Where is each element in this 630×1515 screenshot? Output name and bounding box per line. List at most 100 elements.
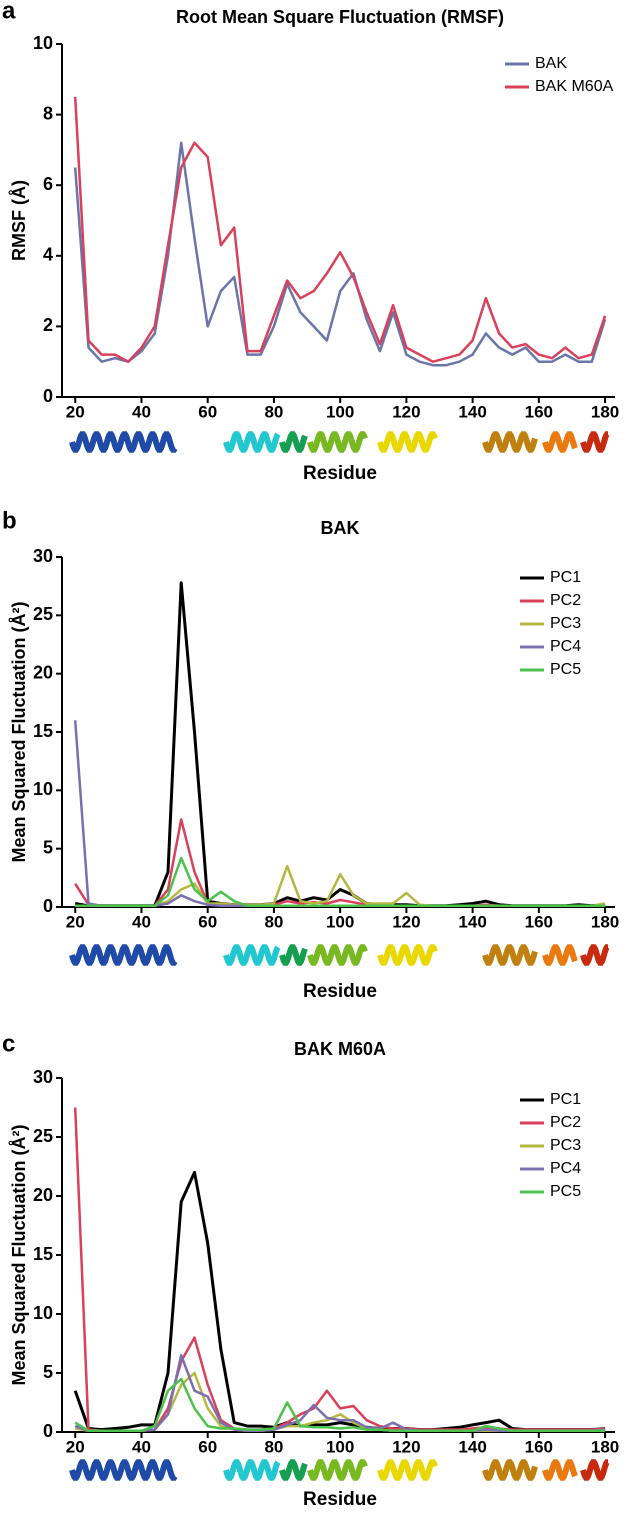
series-line xyxy=(75,856,606,908)
helix-icon xyxy=(580,431,610,453)
y-tick-label: 2 xyxy=(43,315,53,335)
helix-icon xyxy=(279,431,308,453)
helix-icon xyxy=(542,431,578,453)
x-tick-label: 80 xyxy=(264,912,283,931)
series-line xyxy=(73,141,607,367)
y-tick-label: 30 xyxy=(33,546,53,566)
y-axis-label: Mean Squared Fluctuation (Å²) xyxy=(9,601,29,862)
y-axis-label: Mean Squared Fluctuation (Å²) xyxy=(9,1124,29,1385)
y-tick-label: 10 xyxy=(33,779,53,799)
x-tick-label: 20 xyxy=(66,402,85,421)
x-tick-label: 160 xyxy=(525,912,553,931)
x-tick-label: 100 xyxy=(326,402,354,421)
chart-title: BAK xyxy=(321,518,360,538)
x-axis-label: Residue xyxy=(303,1489,377,1510)
series-line xyxy=(73,1170,606,1432)
x-tick-label: 60 xyxy=(198,1437,217,1456)
helix-icon xyxy=(580,1459,610,1481)
x-tick-label: 60 xyxy=(198,402,217,421)
helix-icon xyxy=(69,1459,178,1481)
series-line xyxy=(74,581,606,908)
panel-label: b xyxy=(2,507,17,534)
x-tick-label: 80 xyxy=(264,402,283,421)
helix-icon xyxy=(542,944,578,966)
series-line xyxy=(74,818,606,908)
y-tick-label: 30 xyxy=(33,1067,53,1087)
helix-icon xyxy=(223,1459,281,1481)
y-tick-label: 15 xyxy=(33,721,53,741)
series-line xyxy=(73,96,607,363)
x-tick-label: 140 xyxy=(458,402,486,421)
y-tick-label: 25 xyxy=(33,604,53,624)
legend-label: PC5 xyxy=(550,1183,581,1200)
legend-label: PC1 xyxy=(550,569,581,586)
helix-icon xyxy=(307,1459,368,1481)
x-tick-label: 20 xyxy=(66,1437,85,1456)
y-tick-label: 6 xyxy=(43,174,53,194)
x-axis-label: Residue xyxy=(303,981,377,1002)
x-tick-label: 100 xyxy=(326,1437,354,1456)
x-tick-label: 80 xyxy=(264,1437,283,1456)
legend-label: PC5 xyxy=(550,661,581,678)
y-tick-label: 15 xyxy=(33,1244,53,1264)
x-tick-label: 140 xyxy=(458,1437,486,1456)
chart-title: Root Mean Square Fluctuation (RMSF) xyxy=(176,7,504,27)
y-tick-label: 0 xyxy=(43,1421,53,1441)
legend-label: BAK xyxy=(535,55,567,72)
x-tick-label: 160 xyxy=(525,402,553,421)
helix-icon xyxy=(482,1459,538,1481)
helix-icon xyxy=(377,944,438,966)
axes xyxy=(61,1078,615,1433)
panel-label: a xyxy=(2,0,16,24)
x-tick-label: 120 xyxy=(392,1437,420,1456)
y-tick-label: 5 xyxy=(43,837,53,857)
series-line xyxy=(74,1377,606,1433)
axes xyxy=(61,44,615,398)
y-axis-label: RMSF (Å) xyxy=(9,180,29,261)
series-line xyxy=(73,720,606,908)
x-tick-label: 180 xyxy=(591,402,619,421)
y-tick-label: 20 xyxy=(33,662,53,682)
helix-icon xyxy=(307,944,368,966)
y-tick-label: 0 xyxy=(43,386,53,406)
helix-icon xyxy=(377,431,438,453)
helix-icon xyxy=(482,944,538,966)
legend-label: PC1 xyxy=(550,1091,581,1108)
legend-label: PC4 xyxy=(550,638,581,655)
panel-label: c xyxy=(2,1030,15,1057)
helix-icon xyxy=(223,431,281,453)
y-tick-label: 4 xyxy=(43,245,53,265)
helix-icon xyxy=(542,1459,578,1481)
legend-label: PC3 xyxy=(550,615,581,632)
legend-label: PC2 xyxy=(550,1114,581,1131)
x-tick-label: 180 xyxy=(591,912,619,931)
helix-icon xyxy=(307,431,368,453)
chart-title: BAK M60A xyxy=(294,1039,386,1059)
legend-label: PC2 xyxy=(550,592,581,609)
y-tick-label: 8 xyxy=(43,103,53,123)
helix-icon xyxy=(69,431,178,453)
legend-label: PC4 xyxy=(550,1160,581,1177)
helix-icon xyxy=(482,431,538,453)
y-tick-label: 0 xyxy=(43,896,53,916)
legend-label: BAK M60A xyxy=(535,78,614,95)
y-tick-label: 25 xyxy=(33,1126,53,1146)
x-tick-label: 120 xyxy=(392,912,420,931)
x-tick-label: 180 xyxy=(591,1437,619,1456)
x-tick-label: 160 xyxy=(525,1437,553,1456)
y-tick-label: 10 xyxy=(33,1303,53,1323)
x-tick-label: 140 xyxy=(458,912,486,931)
x-tick-label: 20 xyxy=(66,912,85,931)
y-tick-label: 20 xyxy=(33,1185,53,1205)
series-line xyxy=(73,1107,606,1433)
helix-icon xyxy=(69,944,178,966)
helix-icon xyxy=(377,1459,438,1481)
x-tick-label: 100 xyxy=(326,912,354,931)
x-tick-label: 60 xyxy=(198,912,217,931)
helix-icon xyxy=(279,1459,308,1481)
legend-label: PC3 xyxy=(550,1137,581,1154)
x-tick-label: 120 xyxy=(392,402,420,421)
helix-icon xyxy=(279,944,308,966)
y-tick-label: 5 xyxy=(43,1362,53,1382)
